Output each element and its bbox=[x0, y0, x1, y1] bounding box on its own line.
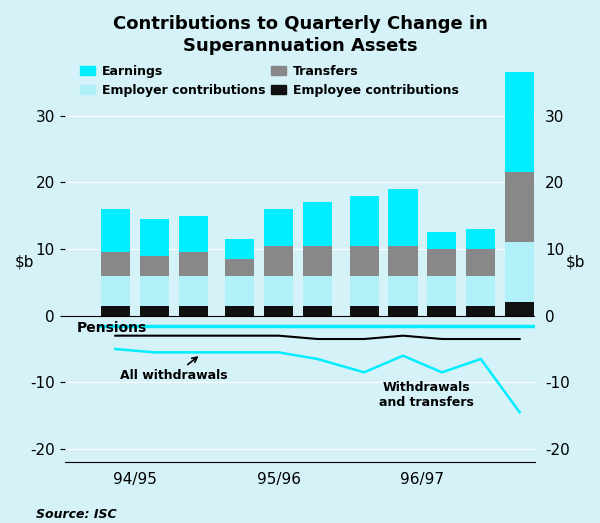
Bar bbox=[388, 189, 418, 246]
Text: Withdrawals
and transfers: Withdrawals and transfers bbox=[379, 381, 474, 408]
Bar bbox=[505, 242, 534, 302]
Bar bbox=[101, 276, 130, 305]
Bar bbox=[140, 256, 169, 276]
Text: Source: ISC: Source: ISC bbox=[36, 508, 116, 521]
Bar bbox=[466, 276, 496, 305]
Bar bbox=[388, 246, 418, 276]
Bar bbox=[505, 302, 534, 316]
Bar bbox=[140, 219, 169, 256]
Legend: Earnings, Employer contributions, Transfers, Employee contributions: Earnings, Employer contributions, Transf… bbox=[80, 64, 458, 97]
Bar bbox=[101, 305, 130, 316]
Bar bbox=[427, 305, 457, 316]
Bar bbox=[350, 305, 379, 316]
Bar bbox=[264, 246, 293, 276]
Bar bbox=[179, 276, 208, 305]
Bar bbox=[350, 276, 379, 305]
Bar bbox=[350, 196, 379, 246]
Bar bbox=[225, 259, 254, 276]
Bar bbox=[264, 305, 293, 316]
Bar bbox=[427, 249, 457, 276]
Bar bbox=[179, 305, 208, 316]
Bar bbox=[505, 72, 534, 172]
Bar bbox=[225, 276, 254, 305]
Bar bbox=[303, 276, 332, 305]
Bar bbox=[264, 276, 293, 305]
Y-axis label: $b: $b bbox=[15, 255, 35, 270]
Text: All withdrawals: All withdrawals bbox=[120, 357, 227, 382]
Bar bbox=[388, 276, 418, 305]
Bar bbox=[388, 305, 418, 316]
Bar bbox=[140, 276, 169, 305]
Bar bbox=[303, 202, 332, 246]
Bar bbox=[225, 305, 254, 316]
Bar bbox=[264, 209, 293, 246]
Bar bbox=[427, 232, 457, 249]
Bar bbox=[303, 246, 332, 276]
Bar bbox=[179, 252, 208, 276]
Bar bbox=[427, 276, 457, 305]
Bar bbox=[466, 249, 496, 276]
Bar bbox=[303, 305, 332, 316]
Bar bbox=[466, 229, 496, 249]
Y-axis label: $b: $b bbox=[566, 255, 585, 270]
Bar bbox=[350, 246, 379, 276]
Bar bbox=[466, 305, 496, 316]
Bar bbox=[140, 305, 169, 316]
Bar bbox=[225, 239, 254, 259]
Bar bbox=[179, 215, 208, 252]
Title: Contributions to Quarterly Change in
Superannuation Assets: Contributions to Quarterly Change in Sup… bbox=[113, 15, 487, 55]
Bar bbox=[505, 172, 534, 242]
Text: Pensions: Pensions bbox=[76, 321, 146, 335]
Bar bbox=[101, 209, 130, 252]
Bar bbox=[101, 252, 130, 276]
